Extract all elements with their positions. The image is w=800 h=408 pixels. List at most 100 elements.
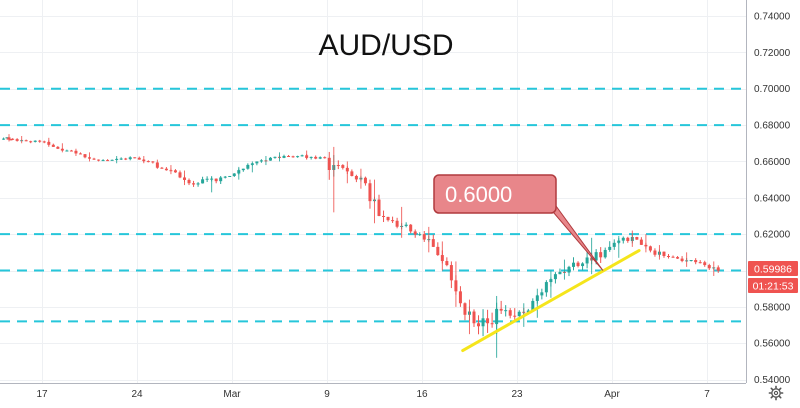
trendline bbox=[461, 249, 641, 353]
y-tick-label: 0.72000 bbox=[754, 48, 791, 59]
candle-body bbox=[78, 153, 82, 155]
candle-body bbox=[354, 175, 358, 180]
candle-body bbox=[382, 215, 386, 217]
y-tick-label: 0.74000 bbox=[754, 12, 791, 23]
candle-body bbox=[300, 155, 304, 157]
candle-body bbox=[676, 257, 680, 259]
countdown-label: 01:21:53 bbox=[753, 281, 794, 293]
candle-body bbox=[703, 262, 707, 266]
candle-body bbox=[504, 310, 508, 312]
candle-body bbox=[214, 178, 218, 182]
candle-body bbox=[92, 158, 96, 160]
candle-body bbox=[540, 292, 544, 296]
candle-body bbox=[268, 157, 272, 161]
candle-body bbox=[128, 157, 132, 160]
x-tick-label: 16 bbox=[416, 389, 428, 400]
candle-body bbox=[499, 308, 503, 311]
candle-body bbox=[42, 141, 46, 143]
chart-title: AUD/USD bbox=[318, 29, 453, 62]
candle-body bbox=[29, 141, 33, 143]
candle-body bbox=[201, 179, 205, 184]
candle-body bbox=[33, 140, 37, 142]
candle-body bbox=[323, 157, 327, 159]
candle-body bbox=[689, 260, 693, 262]
candle-body bbox=[386, 216, 390, 221]
price-axis-background bbox=[746, 0, 800, 403]
annotation-label: 0.6000 bbox=[445, 182, 512, 207]
candle-body bbox=[228, 175, 232, 177]
y-tick-label: 0.70000 bbox=[754, 84, 791, 95]
current-price-badge: 0.59986 bbox=[748, 261, 798, 276]
candle-body bbox=[612, 242, 616, 247]
candle-body bbox=[246, 164, 250, 169]
annotation: 0.6000 bbox=[433, 174, 604, 271]
candle-body bbox=[635, 237, 639, 240]
plot-background bbox=[0, 0, 746, 383]
candle-body bbox=[309, 156, 313, 158]
candles bbox=[2, 134, 720, 358]
candle-body bbox=[671, 256, 675, 258]
candle-body bbox=[133, 157, 137, 159]
candle-body bbox=[648, 246, 652, 251]
gear-icon[interactable] bbox=[768, 385, 784, 401]
candle-body bbox=[336, 165, 340, 167]
candle-body bbox=[581, 263, 585, 267]
candle-body bbox=[69, 150, 73, 152]
candle-body bbox=[259, 160, 263, 162]
x-tick-label: Apr bbox=[604, 389, 620, 400]
y-tick-label: 0.54000 bbox=[754, 375, 791, 386]
candle-body bbox=[653, 250, 657, 255]
candle-body bbox=[680, 258, 684, 262]
y-tick-label: 0.56000 bbox=[754, 339, 791, 350]
candle-body bbox=[223, 176, 227, 178]
candle-body bbox=[6, 138, 10, 140]
candle-body bbox=[395, 220, 399, 227]
candle-body bbox=[318, 157, 322, 159]
countdown-badge: 01:21:53 bbox=[748, 278, 798, 293]
candle-body bbox=[110, 159, 114, 161]
candle-body bbox=[481, 318, 485, 327]
candle-body bbox=[5, 137, 9, 139]
candle-body bbox=[187, 179, 191, 184]
candle-body bbox=[83, 154, 87, 158]
candle-body bbox=[11, 138, 15, 140]
candle-body bbox=[639, 239, 643, 245]
candle-body bbox=[508, 310, 512, 316]
candle-body bbox=[662, 251, 666, 256]
candle-body bbox=[449, 265, 453, 281]
candle-body bbox=[24, 140, 28, 142]
candle-body bbox=[15, 139, 19, 141]
candle-body bbox=[422, 234, 426, 240]
candle-body bbox=[576, 262, 580, 267]
candle-body bbox=[296, 156, 300, 158]
candle-body bbox=[282, 155, 286, 158]
horizontal-levels bbox=[0, 87, 746, 323]
candle-body bbox=[350, 171, 354, 176]
candle-body bbox=[513, 315, 517, 317]
candle-body bbox=[694, 260, 698, 263]
candle-body bbox=[196, 183, 200, 185]
candle-body bbox=[594, 252, 598, 261]
candle-body bbox=[572, 262, 576, 267]
candle-body bbox=[65, 150, 69, 152]
candle-body bbox=[585, 257, 589, 264]
candle-body bbox=[241, 168, 245, 171]
candle-body bbox=[151, 161, 155, 163]
candle-body bbox=[621, 237, 625, 241]
candle-body bbox=[9, 139, 13, 141]
candle-body bbox=[413, 231, 417, 235]
candle-body bbox=[192, 183, 196, 185]
candle-body bbox=[445, 261, 449, 266]
candle-body bbox=[164, 168, 168, 171]
candle-body bbox=[458, 291, 462, 304]
candle-body bbox=[472, 311, 476, 324]
candle-body bbox=[51, 144, 55, 147]
candle-body bbox=[558, 271, 562, 275]
candle-body bbox=[477, 323, 481, 327]
candle-body bbox=[273, 156, 277, 158]
candle-body bbox=[2, 138, 6, 140]
candle-body bbox=[531, 300, 535, 311]
y-tick-label: 0.68000 bbox=[754, 121, 791, 132]
time-axis[interactable]: 17 24 Mar 9 16 23 Apr 7 bbox=[36, 389, 710, 400]
